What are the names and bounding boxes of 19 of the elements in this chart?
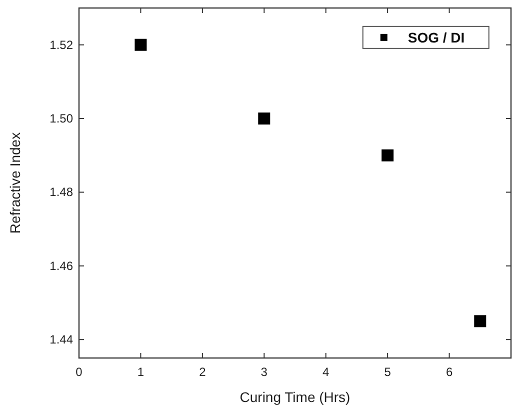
x-tick-label: 6 bbox=[446, 365, 453, 379]
x-tick-label: 4 bbox=[322, 365, 330, 379]
y-tick-label: 1.52 bbox=[50, 38, 74, 52]
x-tick-label: 5 bbox=[384, 365, 392, 379]
x-tick-label: 1 bbox=[137, 365, 144, 379]
point bbox=[474, 315, 486, 328]
x-tick-label: 3 bbox=[260, 365, 268, 379]
y-tick-label: 1.48 bbox=[50, 185, 74, 200]
x-tick-label: 2 bbox=[199, 365, 206, 379]
point bbox=[134, 38, 147, 51]
y-tick-label: 1.44 bbox=[50, 332, 74, 347]
legend-label: SOG / DI bbox=[408, 29, 465, 46]
point bbox=[258, 112, 270, 125]
y-axis-title: Refractive Index bbox=[7, 132, 23, 234]
y-tick-label: 1.50 bbox=[50, 112, 74, 126]
y-tick-label: 1.46 bbox=[50, 258, 74, 273]
x-axis-title: Curing Time (Hrs) bbox=[240, 389, 350, 405]
x-tick-label: 0 bbox=[76, 365, 83, 379]
point bbox=[382, 149, 394, 162]
